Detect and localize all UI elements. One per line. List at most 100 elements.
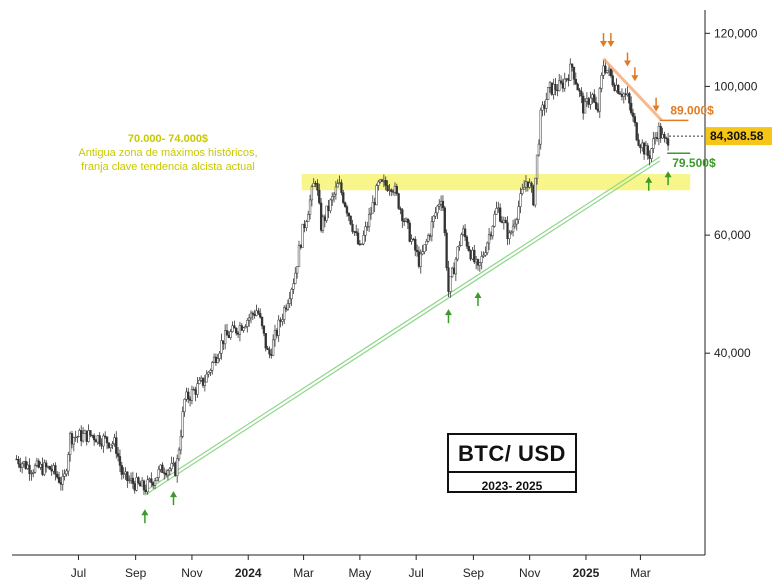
candle-body [100,443,103,447]
candle-body [212,356,216,363]
candle-body [475,259,478,263]
candle-body [56,474,59,478]
candle-body [319,202,323,231]
candle-body [613,84,616,91]
candle-body [177,449,181,460]
candle-body [257,310,260,314]
candle-body [170,463,173,470]
candle-body [238,325,242,335]
candle-body [347,212,350,217]
chart-title: BTC/ USD [458,441,566,466]
candle-body [266,347,269,350]
candle-body [508,232,511,240]
candle-body [445,232,448,268]
candle-body [353,231,356,233]
candle-body [606,70,609,73]
candle-body [113,437,116,444]
candle-body [558,80,561,92]
candle-body [190,389,194,401]
candle-body [650,148,653,159]
candle-body [203,381,207,386]
candle-body [305,221,308,228]
candle-body [550,82,553,95]
candle-body [510,231,513,234]
candle-body [539,109,542,145]
candle-body [96,435,99,443]
candle-body [227,334,231,338]
candle-body [286,303,290,310]
candle-body [214,356,218,363]
candle-body [596,108,600,112]
up-arrow-head [474,292,482,299]
candle-body [652,138,655,149]
candle-body [456,246,459,260]
y-tick-label: 100,000 [714,79,758,93]
candle-body [626,93,629,96]
candle-body [351,223,354,232]
candle-body [85,430,88,442]
candle-body [290,289,293,300]
candle-body [240,325,243,331]
candle-body [94,439,98,443]
x-tick-label: Sep [125,566,147,580]
candle-body [428,235,432,237]
candle-body [371,202,374,214]
candle-body [17,459,20,465]
candle-body [224,330,227,345]
candle-body [559,80,563,84]
candle-body [366,226,369,228]
candle-body [225,330,229,336]
candle-body [530,182,533,187]
candle-body [384,180,387,186]
candle-body [452,267,456,275]
candle-body [436,205,439,214]
candle-body [498,207,502,222]
candle-body [155,477,159,482]
candle-body [388,189,391,191]
candle-body [408,222,411,242]
candle-body [615,85,618,91]
candle-body [338,182,341,184]
down-arrow-head [631,75,639,82]
candle-body [434,212,437,217]
candle-body [308,199,312,215]
candle-body [26,464,29,469]
candle-body [491,225,494,237]
candle-body [417,251,421,267]
candle-body [471,249,474,260]
candle-body [176,458,179,476]
candle-body [582,95,585,114]
candle-body [617,85,620,94]
candle-body [380,179,384,182]
candle-body [594,102,598,110]
candle-body [414,238,417,251]
candle-body [360,243,363,245]
candle-body [375,185,378,206]
candle-body [135,477,138,491]
candle-body [382,180,386,182]
candle-body [362,235,365,245]
resistance-label: 89.000$ [670,103,714,117]
candle-body [358,243,362,245]
candle-body [552,84,555,95]
candle-body [570,63,574,68]
candle-body [91,434,94,437]
candle-body [500,221,504,223]
candle-body [355,231,358,234]
candle-body [487,234,491,244]
candle-body [554,84,557,91]
candle-body [207,371,210,375]
candle-body [262,325,266,334]
candle-body [399,208,402,210]
candle-body [519,193,522,207]
candle-body [129,477,133,481]
up-arrow-head [141,509,149,516]
candle-body [54,465,57,475]
candle-body [104,435,107,438]
candle-body [661,134,664,139]
candle-body [235,327,238,334]
candle-body [345,206,349,214]
candle-body [19,463,22,468]
candle-body [128,479,131,482]
candle-body [567,78,570,81]
